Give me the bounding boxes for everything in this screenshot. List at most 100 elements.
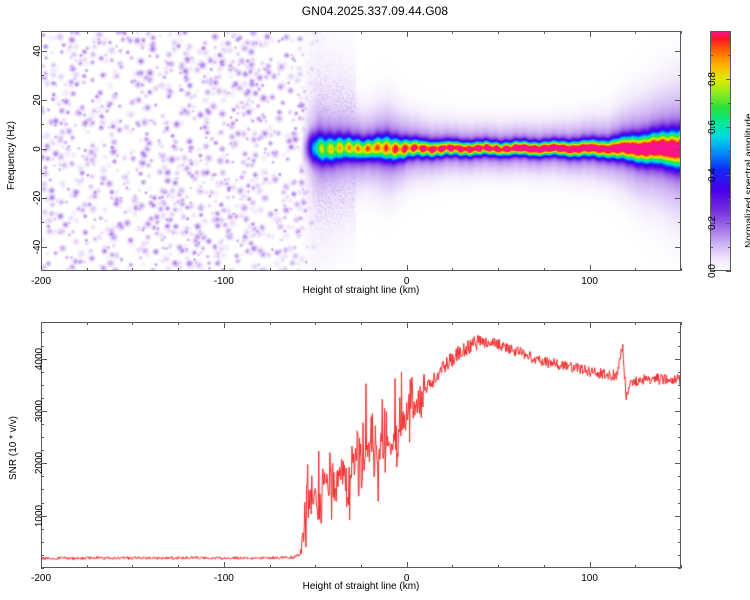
snr-xtick [87, 565, 88, 568]
spectrogram-ytick-right [675, 247, 681, 248]
snr-xtick-top [132, 322, 133, 325]
snr-ytick-label: 3000 [34, 399, 45, 423]
snr-ytick-right [678, 476, 681, 477]
spectrogram-ytick-right [678, 75, 681, 76]
spectrogram-xtick-label: -200 [30, 276, 52, 287]
spectrogram-ytick-right [678, 124, 681, 125]
colorbar-tick-right [728, 31, 731, 32]
colorbar-tick [710, 199, 713, 200]
spectrogram-xtick-top [224, 31, 225, 37]
colorbar-tick [710, 247, 713, 248]
colorbar-tick [710, 79, 715, 80]
snr-ytick [41, 503, 44, 504]
snr-xtick [361, 565, 362, 568]
spectrogram-xtick [407, 265, 408, 271]
snr-ytick [41, 385, 44, 386]
snr-ytick [41, 516, 47, 517]
spectrogram-xtick-label: 0 [403, 276, 410, 287]
spectrogram-ytick [41, 75, 44, 76]
spectrogram-ytick-label: 20 [32, 94, 43, 106]
spectrogram-xtick [590, 265, 591, 271]
spectrogram-xtick-top [407, 31, 408, 37]
colorbar-tick-right [728, 55, 731, 56]
snr-ytick-right [675, 516, 681, 517]
colorbar-tick-right [726, 223, 731, 224]
snr-xtick-top [681, 322, 682, 325]
spectrogram-xtick [544, 268, 545, 271]
spectrogram-ytick [41, 173, 44, 174]
colorbar-tick [710, 223, 715, 224]
spectrogram-xtick [132, 268, 133, 271]
snr-ytick-right [678, 398, 681, 399]
figure-title: GN04.2025.337.09.44.G08 [301, 4, 449, 18]
snr-ytick-right [675, 359, 681, 360]
snr-xtick [544, 565, 545, 568]
spectrogram-xtick [452, 268, 453, 271]
spectrogram-xtick [315, 268, 316, 271]
snr-ytick [41, 398, 44, 399]
colorbar-tick-right [728, 103, 731, 104]
spectrogram-ytick-right [675, 149, 681, 150]
snr-ytick-right [678, 489, 681, 490]
spectrogram-ytick [41, 198, 47, 199]
snr-xtick [635, 565, 636, 568]
spectrogram-xtick [681, 268, 682, 271]
snr-ytick-right [675, 411, 681, 412]
snr-ytick-right [678, 450, 681, 451]
snr-ytick [41, 411, 47, 412]
snr-xtick-top [590, 322, 591, 328]
spectrogram-xtick [635, 268, 636, 271]
snr-ytick [41, 346, 44, 347]
colorbar-tick-label: 0.6 [707, 120, 718, 134]
colorbar-tick-right [726, 79, 731, 80]
snr-ytick-label: 2000 [34, 452, 45, 475]
snr-xtick-top [41, 322, 42, 328]
snr-ytick-right [675, 463, 681, 464]
snr-xtick [270, 565, 271, 568]
spectrogram-xtick [224, 265, 225, 271]
spectrogram-ytick-label: 40 [32, 45, 43, 57]
snr-ytick-right [678, 568, 681, 569]
snr-ytick [41, 437, 44, 438]
snr-ytick [41, 529, 44, 530]
colorbar-tick [710, 55, 713, 56]
colorbar-tick-right [726, 175, 731, 176]
snr-xtick-top [407, 322, 408, 328]
colorbar-tick-label: 0.4 [707, 168, 718, 182]
snr-ytick [41, 568, 44, 569]
spectrogram-xtick-label: 100 [581, 276, 598, 287]
snr-ytick [41, 372, 44, 373]
snr-ytick-label: 1000 [34, 504, 45, 527]
colorbar-tick [710, 127, 715, 128]
snr-xtick [590, 562, 591, 568]
snr-ytick-right [678, 385, 681, 386]
snr-xtick-top [178, 322, 179, 325]
snr-ytick-right [678, 332, 681, 333]
colorbar-tick-right [726, 127, 731, 128]
spectrogram-ytick [41, 124, 44, 125]
snr-xtick [41, 562, 42, 568]
snr-xtick-label: -100 [213, 573, 234, 584]
spectrogram-xtick [498, 268, 499, 271]
spectrogram-xtick-top [315, 31, 316, 34]
colorbar-tick [710, 31, 713, 32]
spectrogram-ytick [41, 149, 47, 150]
snr-xtick-top [270, 322, 271, 325]
spectrogram-ytick-label: -20 [32, 190, 43, 205]
spectrogram-xtick-top [681, 31, 682, 34]
spectrogram-plot [41, 31, 681, 271]
colorbar-tick [710, 175, 715, 176]
snr-xtick [224, 562, 225, 568]
snr-ytick-right [678, 424, 681, 425]
snr-xtick [407, 562, 408, 568]
spectrogram-xtick [41, 265, 42, 271]
spectrogram-y-axis-label: Frequency (Hz) [6, 121, 17, 190]
spectrogram-xtick [361, 268, 362, 271]
colorbar-tick-right [728, 247, 731, 248]
spectrogram-xtick-top [635, 31, 636, 34]
snr-ytick-right [678, 437, 681, 438]
snr-plot [41, 322, 681, 568]
snr-ytick [41, 424, 44, 425]
snr-xtick-top [224, 322, 225, 328]
